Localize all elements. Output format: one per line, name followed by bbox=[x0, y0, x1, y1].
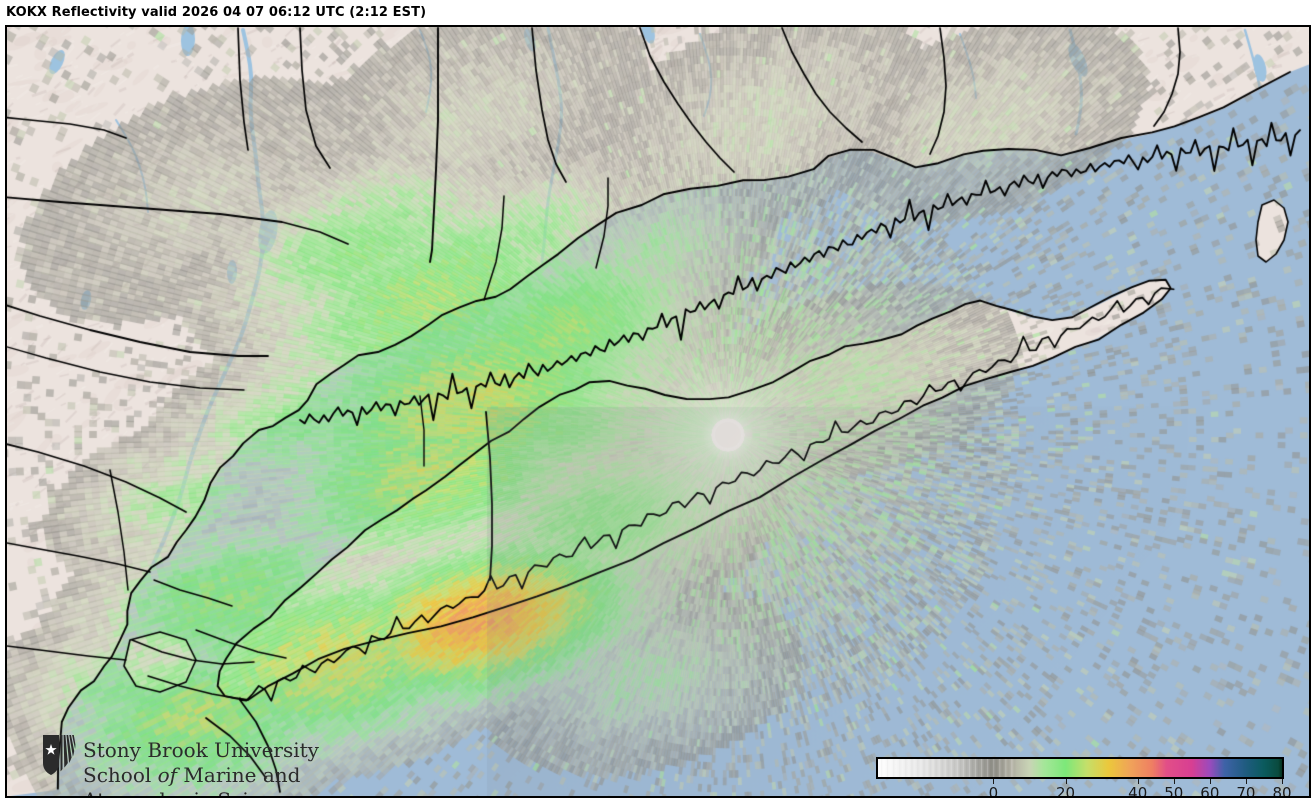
colorbar-tick-50 bbox=[1173, 779, 1175, 784]
reflectivity-colorbar[interactable]: 0 20 40 50 60 70 80 bbox=[876, 757, 1292, 798]
colorbar-label-0: 0 bbox=[988, 784, 999, 798]
colorbar-tick-axis: 0 20 40 50 60 70 80 bbox=[876, 779, 1292, 798]
colorbar-label-20: 20 bbox=[1056, 784, 1076, 798]
radar-map-canvas[interactable] bbox=[7, 27, 1309, 796]
page-title: KOKX Reflectivity valid 2026 04 07 06:12… bbox=[6, 5, 427, 20]
colorbar-tick-20 bbox=[1065, 779, 1067, 784]
colorbar-label-50: 50 bbox=[1164, 784, 1184, 798]
title-bar: KOKX Reflectivity valid 2026 04 07 06:12… bbox=[6, 4, 1310, 24]
colorbar-tick-40 bbox=[1137, 779, 1139, 784]
colorbar-label-40: 40 bbox=[1128, 784, 1148, 798]
colorbar-tick-80 bbox=[1282, 779, 1283, 784]
radar-map-frame[interactable]: Stony Brook University School of Marine … bbox=[5, 25, 1311, 798]
colorbar-label-80: 80 bbox=[1272, 784, 1292, 798]
colorbar-tick-70 bbox=[1245, 779, 1247, 784]
colorbar-tick-60 bbox=[1209, 779, 1211, 784]
colorbar-label-70: 70 bbox=[1236, 784, 1256, 798]
colorbar-label-60: 60 bbox=[1200, 784, 1220, 798]
colorbar-gradient-frame bbox=[876, 757, 1284, 779]
colorbar-gradient bbox=[878, 759, 1282, 777]
colorbar-tick-0 bbox=[993, 779, 995, 784]
